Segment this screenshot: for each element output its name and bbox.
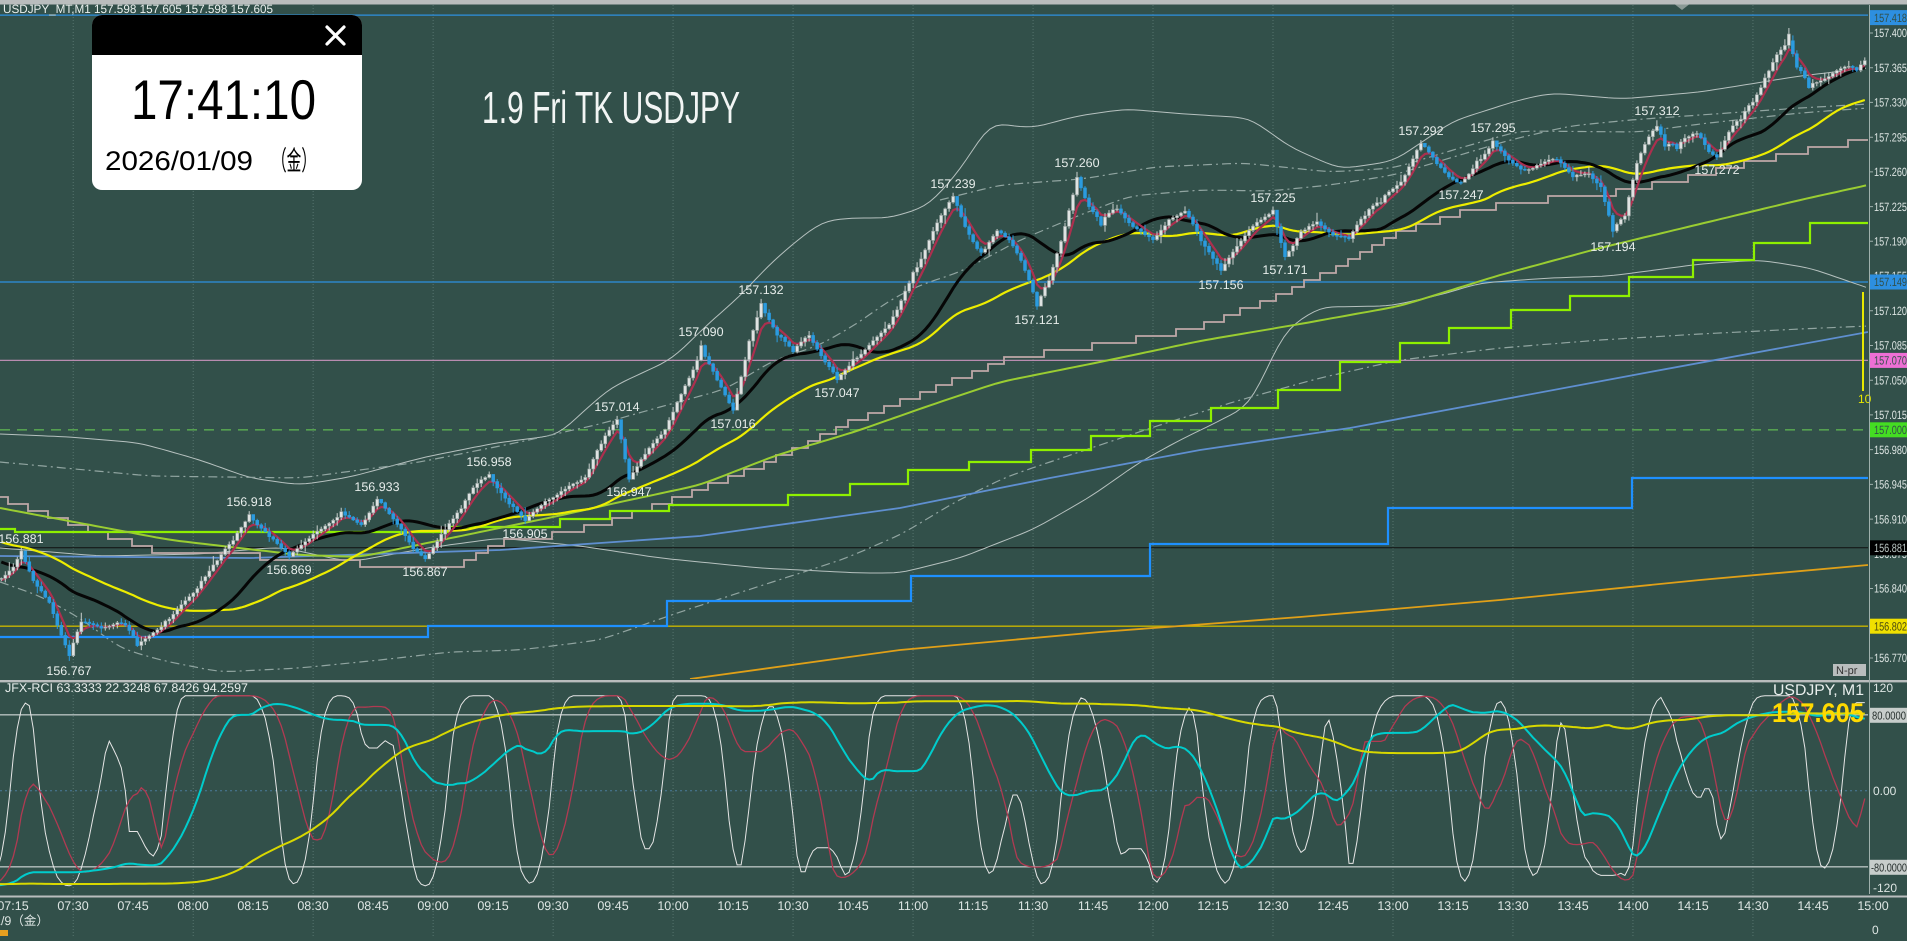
svg-text:0.00: 0.00: [1873, 784, 1897, 798]
svg-text:12:00: 12:00: [1137, 899, 1168, 913]
svg-text:N-pr: N-pr: [1836, 665, 1858, 677]
svg-text:80.0000: 80.0000: [1872, 711, 1906, 723]
svg-text:10: 10: [1858, 392, 1872, 406]
svg-text:157.047: 157.047: [814, 386, 859, 400]
svg-text:157.312: 157.312: [1634, 104, 1679, 118]
svg-text:13:15: 13:15: [1437, 899, 1468, 913]
svg-text:10:45: 10:45: [837, 899, 868, 913]
svg-text:157.194: 157.194: [1590, 240, 1635, 254]
svg-text:156.869: 156.869: [266, 563, 311, 577]
svg-text:157.016: 157.016: [710, 417, 755, 431]
svg-text:11:30: 11:30: [1018, 899, 1048, 913]
svg-text:157.132: 157.132: [738, 283, 783, 297]
svg-text:157.120: 157.120: [1874, 304, 1907, 318]
svg-text:157.015: 157.015: [1874, 408, 1907, 422]
svg-text:157.000: 157.000: [1874, 423, 1907, 437]
svg-text:08:45: 08:45: [357, 899, 388, 913]
svg-text:157.085: 157.085: [1874, 339, 1907, 353]
svg-text:USDJPY, M1: USDJPY, M1: [1773, 682, 1864, 699]
svg-text:11:15: 11:15: [958, 899, 988, 913]
svg-text:09:00: 09:00: [417, 899, 448, 913]
svg-text:08:30: 08:30: [297, 899, 328, 913]
svg-text:157.156: 157.156: [1198, 278, 1243, 292]
svg-text:0: 0: [1872, 923, 1879, 936]
svg-text:157.295: 157.295: [1470, 121, 1515, 135]
svg-text:157.225: 157.225: [1874, 200, 1907, 214]
svg-text:157.330: 157.330: [1874, 96, 1907, 110]
svg-text:1.9 Fri TK USDJPY: 1.9 Fri TK USDJPY: [482, 82, 740, 133]
svg-text:09:30: 09:30: [537, 899, 568, 913]
svg-text:12:45: 12:45: [1317, 899, 1348, 913]
svg-text:156.958: 156.958: [466, 455, 511, 469]
svg-text:09:15: 09:15: [477, 899, 508, 913]
svg-text:2026/01/09: 2026/01/09: [105, 146, 253, 176]
svg-text:-120: -120: [1873, 881, 1897, 895]
svg-text:157.260: 157.260: [1054, 156, 1099, 170]
svg-text:12:30: 12:30: [1257, 899, 1288, 913]
svg-text:1/9（金）: 1/9（金）: [0, 914, 49, 928]
svg-text:157.272: 157.272: [1694, 163, 1739, 177]
svg-text:156.980: 156.980: [1874, 443, 1907, 457]
svg-text:157.149: 157.149: [1874, 275, 1907, 289]
svg-text:08:15: 08:15: [237, 899, 268, 913]
svg-text:10:30: 10:30: [777, 899, 808, 913]
svg-text:157.190: 157.190: [1874, 235, 1907, 249]
svg-text:156.881: 156.881: [0, 532, 44, 546]
svg-text:156.867: 156.867: [402, 565, 447, 579]
svg-text:13:30: 13:30: [1497, 899, 1528, 913]
svg-text:（金）: （金）: [272, 146, 316, 176]
svg-text:15:00: 15:00: [1857, 899, 1888, 913]
svg-text:10:15: 10:15: [717, 899, 748, 913]
svg-text:157.070: 157.070: [1874, 354, 1907, 368]
svg-text:157.418: 157.418: [1874, 11, 1907, 25]
svg-text:09:45: 09:45: [597, 899, 628, 913]
svg-text:11:00: 11:00: [898, 899, 928, 913]
svg-text:14:45: 14:45: [1797, 899, 1828, 913]
svg-text:157.292: 157.292: [1398, 124, 1443, 138]
svg-text:157.225: 157.225: [1250, 191, 1295, 205]
svg-text:10:00: 10:00: [657, 899, 688, 913]
svg-text:157.014: 157.014: [594, 400, 639, 414]
svg-text:13:45: 13:45: [1557, 899, 1588, 913]
svg-text:-80.0000: -80.0000: [1871, 863, 1907, 875]
svg-text:USDJPY_MT,M1 157.598 157.605: USDJPY_MT,M1 157.598 157.605 157.598 157…: [3, 2, 273, 16]
svg-text:157.121: 157.121: [1014, 313, 1059, 327]
svg-text:157.239: 157.239: [930, 177, 975, 191]
svg-text:14:30: 14:30: [1737, 899, 1768, 913]
svg-text:157.400: 157.400: [1874, 26, 1907, 40]
svg-text:156.910: 156.910: [1874, 512, 1907, 526]
svg-text:156.770: 156.770: [1874, 651, 1907, 665]
svg-text:156.945: 156.945: [1874, 478, 1907, 492]
svg-text:157.090: 157.090: [678, 325, 723, 339]
svg-text:156.933: 156.933: [354, 480, 399, 494]
svg-text:08:00: 08:00: [177, 899, 208, 913]
svg-text:157.295: 157.295: [1874, 130, 1907, 144]
svg-text:157.365: 157.365: [1874, 61, 1907, 75]
svg-text:07:15: 07:15: [0, 899, 29, 913]
svg-text:07:45: 07:45: [117, 899, 148, 913]
svg-text:156.881: 156.881: [1874, 541, 1907, 555]
svg-text:156.767: 156.767: [46, 664, 91, 678]
svg-text:07:30: 07:30: [57, 899, 88, 913]
svg-text:156.947: 156.947: [606, 485, 651, 499]
svg-text:120: 120: [1873, 681, 1893, 695]
svg-text:13:00: 13:00: [1377, 899, 1408, 913]
svg-text:157.171: 157.171: [1262, 263, 1307, 277]
svg-text:14:00: 14:00: [1617, 899, 1648, 913]
svg-text:11:45: 11:45: [1078, 899, 1108, 913]
svg-text:17:41:10: 17:41:10: [131, 68, 316, 131]
svg-text:156.802: 156.802: [1874, 619, 1907, 633]
svg-text:156.905: 156.905: [502, 527, 547, 541]
svg-text:157.050: 157.050: [1874, 373, 1907, 387]
svg-text:157.260: 157.260: [1874, 165, 1907, 179]
svg-text:157.247: 157.247: [1438, 188, 1483, 202]
svg-text:JFX-RCI 63.3333 22.3248 67.842: JFX-RCI 63.3333 22.3248 67.8426 94.2597: [5, 681, 248, 695]
svg-text:12:15: 12:15: [1197, 899, 1228, 913]
svg-text:156.918: 156.918: [226, 495, 271, 509]
svg-text:157.605: 157.605: [1772, 698, 1864, 728]
svg-text:14:15: 14:15: [1677, 899, 1708, 913]
svg-text:156.840: 156.840: [1874, 582, 1907, 596]
